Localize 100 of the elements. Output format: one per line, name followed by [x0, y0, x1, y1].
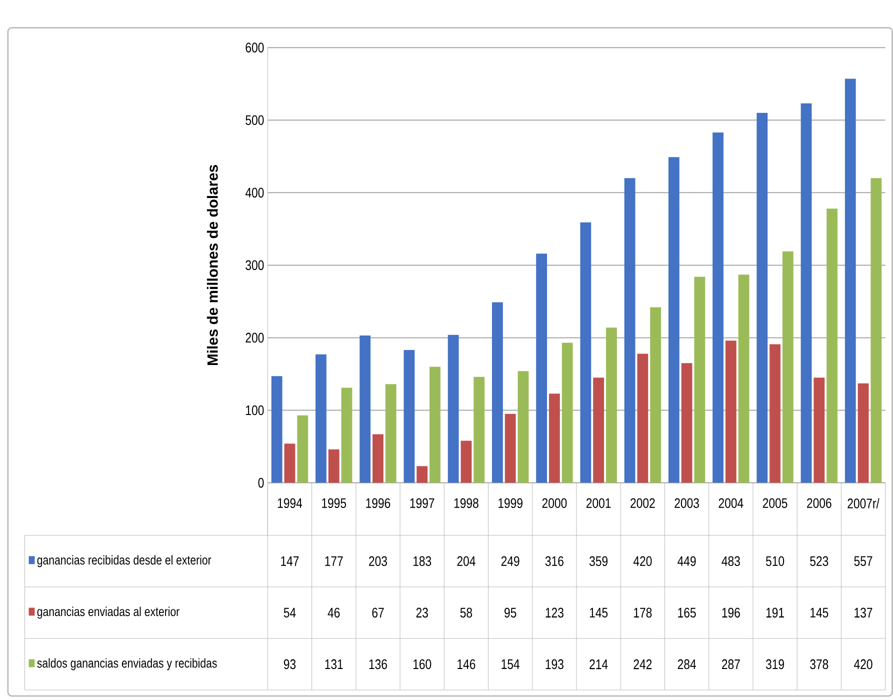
data-label: 420 — [633, 556, 652, 566]
bar — [404, 350, 415, 483]
data-label: 523 — [810, 556, 828, 566]
y-axis-title: Miles de millones de dolares — [206, 165, 218, 366]
data-label: 95 — [504, 608, 516, 618]
bar — [858, 383, 869, 483]
bar — [341, 388, 352, 483]
data-label: 58 — [460, 608, 472, 618]
bar — [826, 208, 838, 483]
bar — [624, 178, 636, 483]
bar — [756, 112, 768, 483]
data-label: 67 — [372, 608, 384, 618]
bar — [284, 444, 296, 483]
data-label: 123 — [546, 608, 564, 618]
y-tick-label: 0 — [258, 478, 264, 488]
data-label: 46 — [328, 608, 340, 618]
bar — [448, 334, 459, 483]
data-label: 145 — [590, 608, 608, 618]
data-label: 23 — [416, 608, 428, 618]
data-label: 483 — [722, 556, 740, 566]
data-label: 183 — [413, 556, 432, 566]
bar — [782, 251, 794, 483]
bar — [650, 307, 662, 483]
y-tick-label: 400 — [245, 188, 264, 198]
data-label: 204 — [457, 556, 476, 566]
x-tick-label: 2004 — [718, 498, 744, 508]
data-label: 136 — [369, 659, 387, 670]
y-tick-label: 300 — [246, 260, 264, 270]
bar — [372, 434, 384, 483]
x-tick-label: 1994 — [278, 498, 302, 508]
x-tick-label: 1999 — [498, 498, 522, 508]
bar — [770, 344, 780, 483]
y-tick-label: 100 — [246, 405, 264, 416]
x-tick-label: 2001 — [586, 498, 611, 508]
bar — [814, 378, 825, 483]
x-tick-label: 1998 — [454, 498, 478, 508]
data-label: 165 — [678, 608, 696, 618]
data-label: 160 — [413, 659, 432, 670]
x-tick-label: 2007r/ — [848, 498, 880, 508]
bar — [316, 354, 326, 483]
data-label: 284 — [678, 659, 696, 670]
x-tick-label: 2003 — [674, 498, 699, 508]
data-label: 287 — [722, 659, 740, 670]
bar — [474, 376, 485, 483]
x-tick-label: 2000 — [542, 498, 567, 508]
bar — [518, 371, 529, 483]
bar — [725, 340, 736, 483]
data-label: 359 — [590, 556, 608, 566]
bar — [548, 394, 560, 483]
bar — [460, 440, 472, 483]
bar — [385, 384, 396, 483]
bar — [271, 376, 282, 483]
data-label: 214 — [590, 659, 608, 670]
bar — [694, 276, 706, 483]
data-label: 449 — [678, 556, 696, 566]
x-tick-label: 1995 — [322, 498, 346, 508]
bar — [492, 302, 503, 483]
bar — [297, 415, 308, 483]
y-tick-label: 500 — [246, 115, 264, 126]
data-label: 203 — [369, 556, 387, 566]
bar — [416, 466, 428, 483]
data-label: 378 — [810, 659, 828, 670]
x-tick-label: 2005 — [762, 498, 788, 508]
x-tick-label: 1997 — [410, 498, 434, 508]
x-tick-label: 2006 — [807, 498, 832, 508]
bar — [580, 222, 592, 483]
bar — [606, 328, 617, 483]
data-label: 510 — [766, 556, 784, 566]
y-tick-label: 200 — [246, 332, 264, 343]
data-label: 249 — [501, 556, 520, 566]
bar — [504, 414, 516, 483]
data-label: 147 — [281, 556, 299, 566]
bar — [536, 254, 548, 483]
bar — [844, 78, 856, 483]
legend-label: ganancias enviadas al exterior — [37, 606, 180, 619]
data-label: 191 — [766, 608, 784, 618]
bar — [637, 354, 648, 483]
data-label: 137 — [854, 608, 872, 618]
data-label: 319 — [766, 659, 784, 670]
data-label: 557 — [854, 556, 872, 566]
x-tick-label: 2002 — [630, 498, 655, 508]
data-label: 131 — [325, 659, 343, 670]
data-label: 93 — [284, 659, 296, 670]
data-label: 242 — [634, 659, 652, 670]
data-label: 196 — [722, 608, 740, 618]
bar — [738, 274, 750, 483]
bar — [681, 363, 692, 483]
bar — [800, 103, 812, 483]
data-label: 146 — [458, 659, 476, 670]
data-label: 177 — [325, 556, 343, 566]
data-label: 178 — [634, 608, 652, 618]
data-label: 420 — [854, 659, 872, 670]
data-label: 193 — [546, 659, 564, 670]
legend-label: saldos ganancias enviadas y recibidas — [37, 658, 217, 670]
y-tick-label: 600 — [246, 42, 264, 53]
bar — [712, 132, 724, 483]
data-label: 154 — [502, 659, 520, 670]
bar — [870, 178, 882, 483]
bar — [668, 157, 680, 483]
legend-label: ganancias recibidas desde el exterior — [37, 555, 212, 568]
